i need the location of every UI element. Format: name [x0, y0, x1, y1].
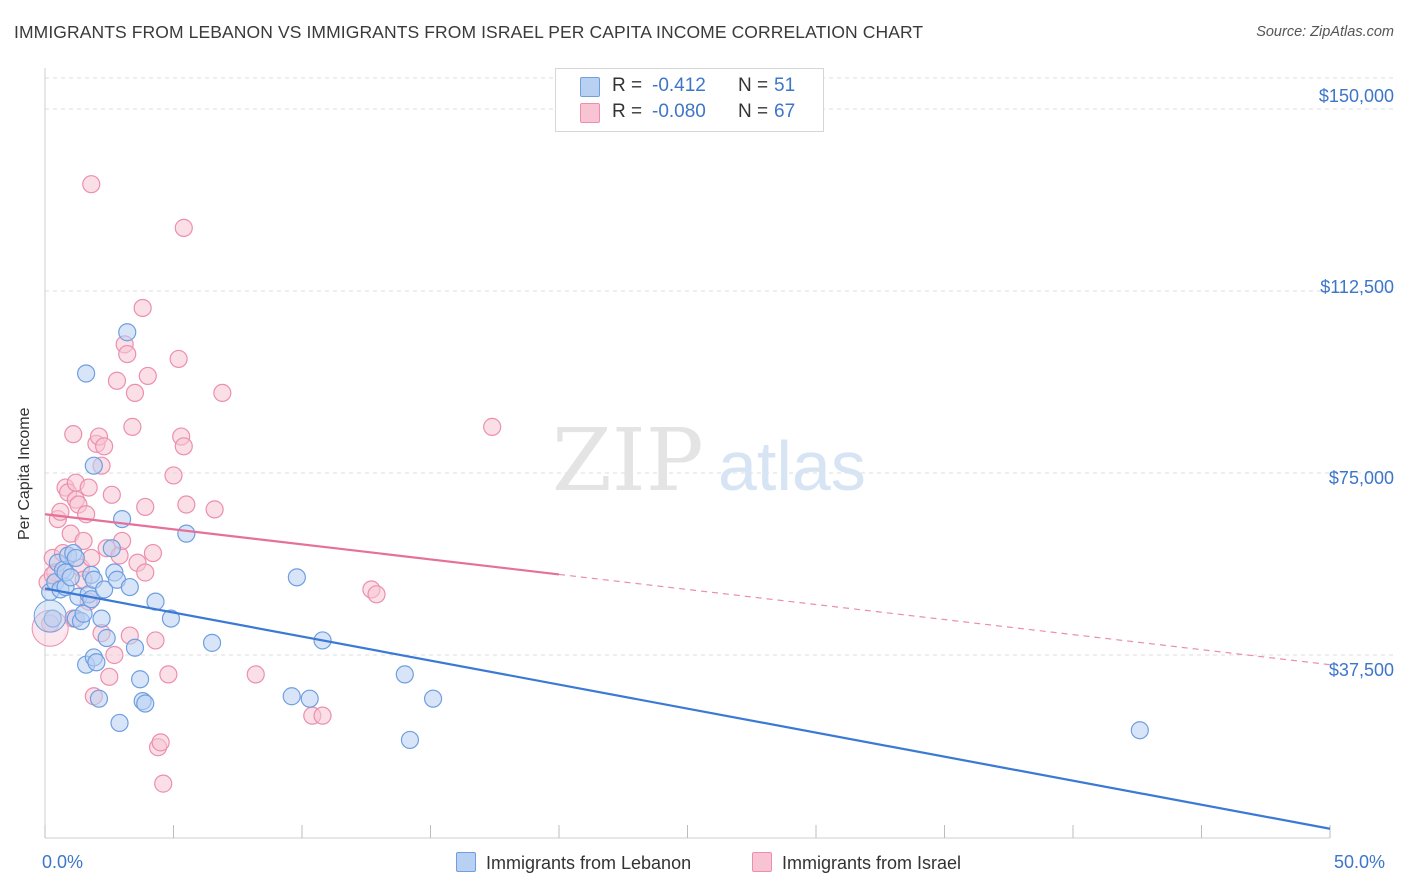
legend-swatch-lebanon — [580, 77, 600, 97]
legend-swatch-israel — [752, 852, 772, 872]
y-tick-label: $75,000 — [1328, 468, 1394, 488]
trend-line-extrapolated — [558, 573, 1331, 666]
data-point — [367, 585, 386, 604]
watermark-atlas: atlas — [718, 427, 866, 505]
data-point — [97, 628, 116, 648]
data-point — [84, 456, 103, 475]
data-point — [205, 500, 224, 519]
data-point — [136, 694, 155, 713]
data-point — [1130, 721, 1149, 740]
y-tick-label: $37,500 — [1328, 660, 1394, 680]
data-point — [89, 689, 109, 708]
data-point — [110, 713, 129, 733]
x-tick-label: 50.0% — [1334, 852, 1386, 872]
data-point — [105, 645, 124, 665]
axes — [44, 68, 1331, 839]
data-point — [79, 478, 98, 497]
data-point — [130, 670, 150, 689]
trend-line — [44, 513, 560, 576]
data-point — [395, 665, 414, 684]
legend-label-lebanon: Immigrants from Lebanon — [486, 853, 692, 873]
n-key: N = — [738, 75, 769, 96]
data-point — [300, 689, 319, 708]
data-point — [43, 609, 62, 628]
data-point — [102, 485, 121, 504]
data-point — [123, 417, 142, 436]
bottom-legend-israel: Immigrants from Israel — [752, 852, 961, 874]
data-point — [61, 568, 80, 587]
data-point — [95, 580, 114, 599]
data-point — [151, 733, 170, 752]
data-point — [136, 563, 155, 582]
series-lebanon — [33, 323, 1149, 750]
trend-line — [44, 587, 1331, 830]
data-point — [313, 706, 332, 725]
data-point — [177, 495, 196, 514]
data-point — [143, 543, 163, 563]
data-point — [74, 604, 93, 623]
data-point — [133, 298, 152, 318]
data-point — [66, 548, 85, 568]
r-value: -0.412 — [652, 75, 706, 96]
trend-lines — [44, 513, 1331, 830]
data-point — [118, 323, 137, 342]
data-point — [146, 631, 165, 650]
data-point — [118, 344, 137, 364]
stats-legend: R = -0.412 N = 51 R = -0.080 N = 67 — [555, 68, 824, 132]
n-value: 51 — [774, 75, 796, 96]
data-point — [82, 548, 101, 568]
data-point — [74, 531, 93, 551]
legend-swatch-lebanon — [456, 852, 476, 872]
r-key: R = — [612, 75, 643, 96]
data-point — [87, 653, 106, 672]
data-point — [483, 417, 502, 436]
watermark-zip: ZIP — [552, 411, 704, 511]
data-point — [82, 175, 101, 194]
data-point — [120, 577, 139, 597]
data-point — [125, 383, 145, 403]
data-point — [169, 349, 188, 369]
data-point — [400, 730, 420, 750]
n-key: N = — [738, 101, 769, 122]
y-axis-label: Per Capita Income — [16, 407, 33, 540]
y-tick-label: $150,000 — [1318, 86, 1394, 106]
legend-label-israel: Immigrants from Israel — [782, 853, 962, 873]
data-point — [64, 425, 83, 444]
data-point — [154, 774, 173, 793]
chart-title: IMMIGRANTS FROM LEBANON VS IMMIGRANTS FR… — [14, 22, 924, 42]
data-point — [77, 364, 96, 383]
cluster-point — [33, 599, 67, 633]
data-point — [107, 371, 127, 390]
chart-source: Source: ZipAtlas.com — [1256, 24, 1394, 40]
data-point — [174, 437, 193, 456]
data-point — [136, 497, 155, 517]
x-tick-label: 0.0% — [42, 852, 84, 872]
bottom-legend-lebanon: Immigrants from Lebanon — [456, 852, 691, 874]
legend-swatch-israel — [580, 103, 600, 123]
data-point — [100, 667, 119, 686]
data-point — [287, 568, 306, 587]
data-point — [161, 609, 181, 628]
data-point — [246, 665, 265, 684]
data-point — [282, 687, 301, 706]
gridlines — [45, 77, 1395, 656]
data-point — [95, 437, 114, 456]
n-value: 67 — [774, 101, 796, 122]
data-point — [423, 689, 443, 708]
data-point — [174, 218, 193, 237]
r-value: -0.080 — [652, 101, 706, 122]
data-point — [92, 609, 111, 628]
watermark: ZIP atlas — [552, 411, 866, 511]
data-point — [177, 524, 196, 543]
data-point — [213, 383, 232, 403]
data-point — [138, 366, 157, 386]
data-point — [202, 633, 222, 652]
y-tick-label: $112,500 — [1320, 277, 1394, 297]
data-point — [164, 466, 183, 485]
data-point — [102, 539, 121, 558]
r-key: R = — [612, 101, 643, 122]
data-point — [125, 638, 145, 657]
data-point — [159, 665, 178, 684]
